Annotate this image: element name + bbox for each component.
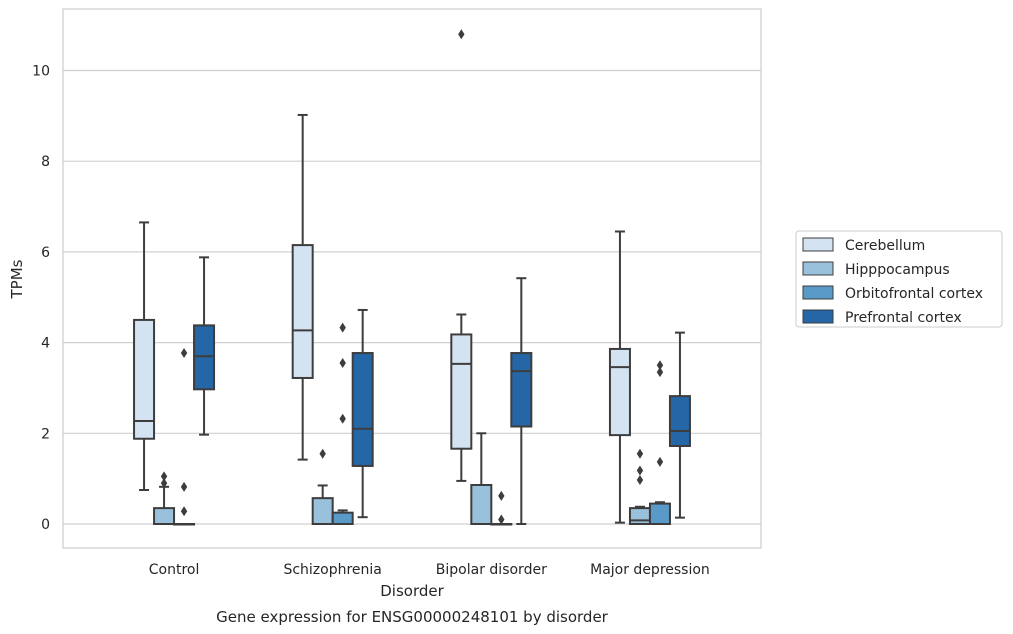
box [351, 352, 374, 467]
box-group [490, 490, 513, 526]
box [450, 333, 473, 450]
box-group [291, 113, 314, 461]
plot-frame [62, 8, 762, 549]
box [331, 511, 354, 525]
box-group [193, 256, 216, 436]
chart-caption: Gene expression for ENSG00000248101 by d… [216, 608, 609, 626]
box-groups [133, 29, 691, 526]
outlier-point [498, 514, 505, 525]
legend-swatch [802, 309, 834, 324]
y-axis-label: TPMs [8, 259, 26, 299]
outlier-point [636, 465, 644, 476]
legend-swatch [802, 237, 834, 252]
box-group [351, 308, 374, 519]
outlier-point [160, 478, 168, 489]
x-tick-label: Bipolar disorder [436, 562, 547, 578]
outlier-point [339, 358, 346, 369]
legend-label: Cerebellum [845, 238, 925, 254]
box [133, 318, 156, 440]
outlier-point [656, 456, 664, 467]
legend: Cerebellum Hipppocampus Orbitofrontal cort… [795, 230, 1003, 328]
x-axis-label: Disorder [380, 582, 444, 600]
box [153, 507, 176, 526]
box [628, 507, 651, 526]
grid-lines [63, 69, 761, 525]
box [510, 352, 533, 428]
box-group [133, 221, 156, 491]
outlier-point [160, 471, 168, 482]
x-tick-label: Control [149, 562, 200, 578]
outlier-point [458, 29, 465, 40]
box [668, 395, 691, 447]
outlier-point [180, 481, 188, 492]
outlier-point [339, 413, 346, 424]
y-tick-label: 2 [41, 426, 50, 442]
x-tick-label: Schizophrenia [283, 562, 381, 578]
y-tick-label: 4 [41, 336, 50, 352]
y-tick-labels: 0 2 4 6 8 10 [32, 64, 50, 534]
legend-label: Prefrontal cortex [845, 310, 962, 326]
box-group [608, 230, 631, 524]
box-group [450, 29, 473, 482]
outlier-point [636, 448, 644, 459]
outlier-point [339, 322, 346, 333]
box-group [153, 471, 176, 526]
outlier-point [636, 475, 644, 486]
legend-swatch [802, 261, 834, 276]
y-tick-label: 0 [41, 517, 50, 533]
outlier-point [656, 360, 664, 371]
box-group [628, 448, 651, 526]
outlier-point [180, 348, 188, 359]
x-tick-label: Major depression [590, 562, 710, 578]
box-group [648, 360, 671, 525]
box-group [311, 448, 334, 526]
y-tick-label: 10 [32, 64, 50, 80]
y-tick-label: 6 [41, 245, 50, 261]
box [470, 483, 493, 525]
box-group [331, 322, 354, 525]
box [193, 324, 216, 391]
legend-swatch [802, 285, 834, 300]
box-group [510, 277, 533, 525]
box [608, 347, 631, 437]
box-group [668, 331, 691, 519]
outlier-point [498, 490, 505, 501]
legend-label: Hipppocampus [845, 262, 950, 278]
box [648, 502, 671, 525]
outlier-point [180, 506, 188, 517]
x-tick-labels: Control Schizophrenia Bipolar disorder Majo… [149, 562, 710, 578]
outlier-point [319, 448, 326, 459]
box-group [470, 432, 493, 525]
y-tick-label: 8 [41, 154, 50, 170]
outlier-point [656, 367, 664, 378]
box-group [173, 348, 196, 526]
box [291, 244, 314, 379]
box [311, 497, 334, 526]
legend-frame [795, 230, 1003, 328]
legend-label: Orbitofrontal cortex [845, 286, 983, 302]
